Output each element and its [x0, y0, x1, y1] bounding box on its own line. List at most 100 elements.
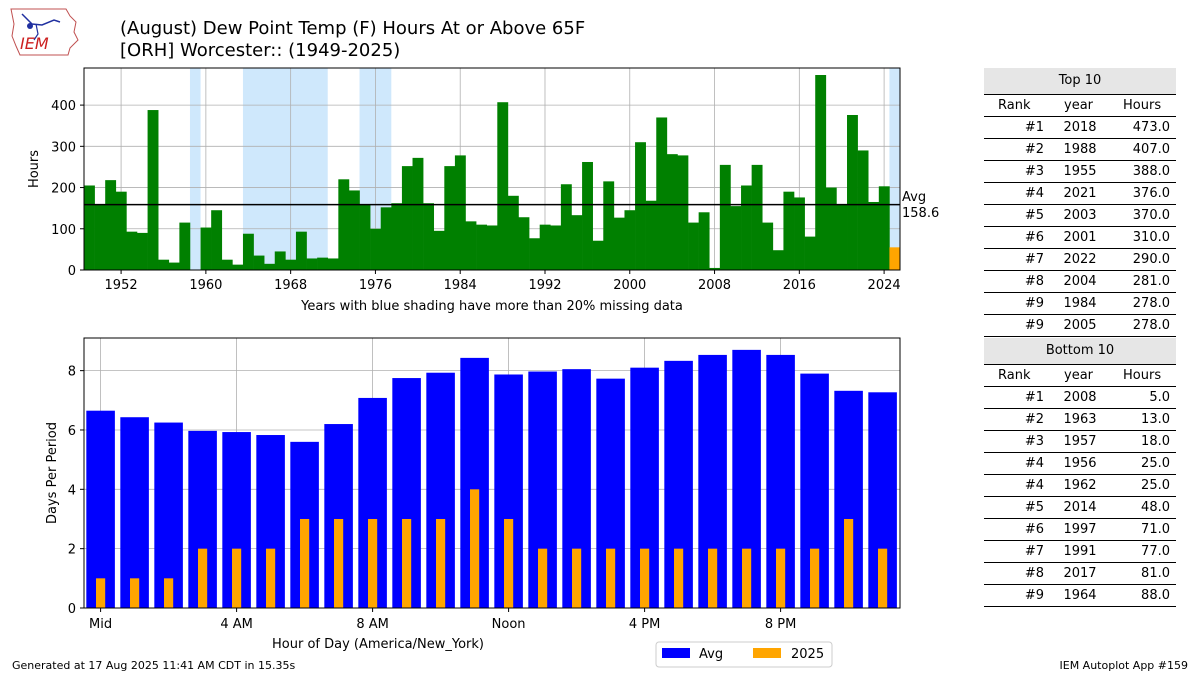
rank-cell: #9 [1024, 318, 1044, 333]
table-row: #2 1988 407.0 [984, 139, 1176, 161]
year-bar [794, 197, 805, 270]
current-year-bar [742, 548, 752, 608]
hours-cell: 71.0 [1141, 522, 1170, 537]
hours-cell: 5.0 [1149, 390, 1170, 405]
logo-text: IEM [20, 34, 49, 53]
hours-cell: 88.0 [1141, 588, 1170, 603]
top10-title: Top 10 [984, 68, 1176, 95]
year-cell: 1957 [1063, 434, 1097, 449]
bottom-x-axis-label: Hour of Day (America/New_York) [272, 637, 484, 652]
x-tick-label: 8 PM [765, 617, 796, 632]
app-id: IEM Autoplot App #159 [1059, 659, 1189, 672]
year-cell: 2008 [1063, 390, 1097, 405]
year-bar [847, 114, 858, 271]
x-tick-label: Mid [89, 617, 112, 632]
x-tick-label: 2024 [868, 278, 901, 293]
year-bar [391, 203, 403, 270]
year-cell: 2004 [1063, 274, 1097, 289]
year-bar [645, 200, 657, 270]
year-bar [635, 142, 646, 270]
rank-cell: #6 [1024, 230, 1044, 245]
year-bar [550, 225, 562, 270]
top10-table: Top 10 Rank year Hours #1 2018 473.0 #2 1988… [984, 68, 1176, 337]
year-bar [232, 264, 244, 270]
year-bar [168, 262, 180, 270]
top10-header-row: Rank year Hours [984, 95, 1176, 117]
year-cell: 2014 [1063, 500, 1097, 515]
year-cell: 2001 [1063, 230, 1097, 245]
x-tick-label: 2016 [783, 278, 816, 293]
year-bar [698, 212, 710, 270]
current-year-bar [504, 518, 514, 608]
table-row: #3 1955 388.0 [984, 161, 1176, 183]
year-bar [804, 236, 816, 270]
year-cell: 1984 [1063, 296, 1097, 311]
year-bar [147, 110, 159, 270]
y-tick-label: 6 [68, 424, 76, 439]
year-bar [211, 210, 223, 270]
table-row: #4 2021 376.0 [984, 183, 1176, 205]
rank-cell: #2 [1024, 412, 1044, 427]
missing-data-shading [189, 68, 201, 270]
hours-cell: 388.0 [1132, 164, 1170, 179]
year-bar [242, 233, 254, 270]
year-cell: 1964 [1063, 588, 1097, 603]
hours-cell: 473.0 [1132, 120, 1170, 135]
legend: Avg 2025 [655, 641, 833, 668]
year-bar [688, 222, 699, 270]
year-bar [84, 185, 95, 270]
year-bar [444, 166, 456, 270]
table-row: #9 2005 278.0 [984, 315, 1176, 337]
rank-cell: #1 [1024, 120, 1044, 135]
year-bar [656, 117, 668, 270]
top-x-axis-label: Years with blue shading have more than 2… [300, 299, 683, 314]
col-rank-header: Rank [998, 368, 1031, 383]
year-bar [868, 201, 880, 270]
x-tick-label: 1968 [274, 278, 307, 293]
year-bar [136, 232, 148, 270]
x-tick-label: 1952 [105, 278, 138, 293]
bottom10-header-row: Rank year Hours [984, 365, 1176, 387]
year-bar [465, 221, 477, 270]
year-bar [624, 210, 636, 270]
current-year-bar [470, 489, 480, 608]
year-bar [370, 228, 382, 270]
current-year-bar [436, 518, 446, 608]
current-year-bar [96, 578, 106, 608]
year-bar [762, 222, 774, 270]
year-bar [179, 222, 191, 270]
hours-cell: 278.0 [1132, 318, 1170, 333]
x-tick-label: Noon [492, 617, 526, 632]
rank-cell: #9 [1024, 588, 1044, 603]
hours-cell: 407.0 [1132, 142, 1170, 157]
avg-label: Avg [902, 190, 926, 205]
avg-value: 158.6 [902, 206, 939, 221]
table-row: #4 1962 25.0 [984, 475, 1176, 497]
current-year-bar [674, 548, 684, 608]
year-cell: 1963 [1063, 412, 1097, 427]
year-bar [783, 191, 795, 270]
avg-bar [154, 422, 183, 608]
current-year-bar [198, 548, 208, 608]
hours-cell: 310.0 [1132, 230, 1170, 245]
rank-cell: #3 [1024, 164, 1044, 179]
year-cell: 1988 [1063, 142, 1097, 157]
y-tick-label: 0 [68, 602, 76, 617]
rank-cell: #6 [1024, 522, 1044, 537]
year-bar [253, 255, 265, 270]
year-bar [327, 258, 339, 270]
year-cell: 2018 [1063, 120, 1097, 135]
avg-bar [120, 417, 149, 608]
rank-cell: #8 [1024, 274, 1044, 289]
year-cell: 1991 [1063, 544, 1097, 559]
year-bar [115, 191, 127, 270]
y-tick-label: 200 [51, 182, 76, 197]
top-y-axis-label: Hours [27, 150, 42, 188]
current-year-bar [708, 548, 718, 608]
bottom-plot-frame [83, 337, 901, 609]
hours-cell: 290.0 [1132, 252, 1170, 267]
year-bar [582, 161, 593, 270]
legend-avg-label: Avg [699, 647, 723, 662]
year-cell: 2003 [1063, 208, 1097, 223]
